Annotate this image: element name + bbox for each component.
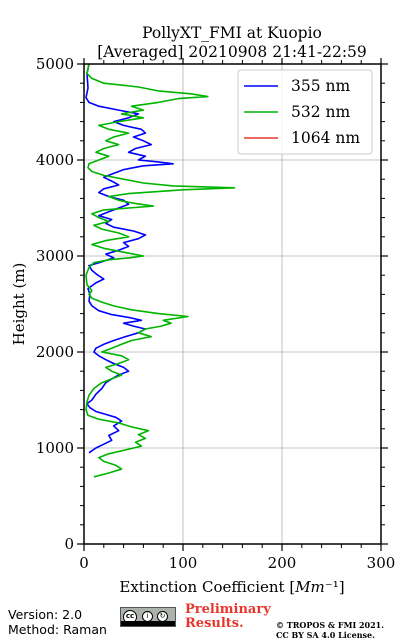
x-tick-label: 0: [79, 554, 89, 572]
preliminary-results-note: Preliminary Results.: [185, 603, 271, 631]
copyright-line-1: © TROPOS & FMI 2021.: [276, 620, 385, 630]
chart-title-line-1: PollyXT_FMI at Kuopio: [142, 24, 322, 42]
preliminary-line-2: Results.: [185, 616, 244, 631]
legend-label: 532 nm: [291, 103, 350, 121]
chart-title-line-2: [Averaged] 20210908 21:41-22:59: [97, 43, 367, 61]
series-layer: [85, 64, 236, 478]
legend-box: [237, 69, 373, 155]
y-tick-label: 1000: [36, 439, 74, 457]
plot-frame: [83, 63, 382, 545]
x-axis-label: Extinction Coefficient [Mm⁻¹]: [119, 578, 344, 596]
x-tick-label: 100: [169, 554, 198, 572]
y-tick-label: 4000: [36, 151, 74, 169]
method-label: Method: Raman: [8, 622, 107, 637]
copyright-line-2: CC BY SA 4.0 License.: [276, 630, 375, 640]
cc-license-badge-icon: cc i ↻: [120, 607, 176, 627]
y-tick-label: 2000: [36, 343, 74, 361]
chart-title: PollyXT_FMI at Kuopio [Averaged] 2021090…: [97, 24, 367, 61]
series-line-532-nm: [85, 64, 236, 478]
legend: 355 nm 532 nm 1064 nm: [237, 69, 373, 155]
y-tick-label: 5000: [36, 55, 74, 73]
copyright-note: © TROPOS & FMI 2021. CC BY SA 4.0 Licens…: [276, 620, 384, 640]
version-label: Version: 2.0: [8, 607, 83, 622]
x-tick-label: 200: [268, 554, 297, 572]
y-axis-label: Height (m): [10, 263, 28, 346]
extinction-profile-chart: PollyXT_FMI at Kuopio [Averaged] 2021090…: [10, 24, 396, 596]
x-tick-label: 300: [367, 554, 396, 572]
y-tick-label: 3000: [36, 247, 74, 265]
legend-label: 1064 nm: [291, 129, 360, 147]
legend-label: 355 nm: [291, 77, 350, 95]
y-tick-label: 0: [64, 535, 74, 553]
preliminary-line-1: Preliminary: [185, 602, 271, 617]
